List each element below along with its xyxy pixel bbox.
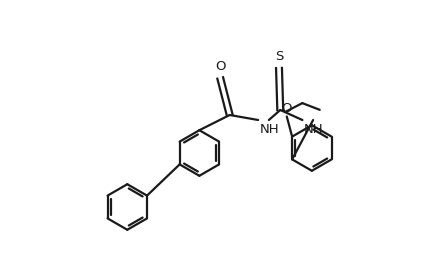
Text: S: S — [275, 50, 283, 63]
Text: O: O — [282, 102, 292, 115]
Text: O: O — [215, 60, 226, 73]
Text: NH: NH — [259, 123, 279, 136]
Text: NH: NH — [304, 123, 324, 136]
